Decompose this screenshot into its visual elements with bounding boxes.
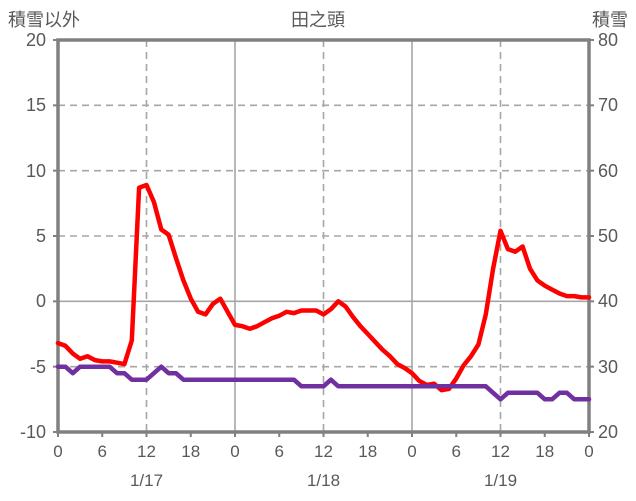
left-axis-tick-label: -10 — [19, 422, 46, 442]
series-line-snow — [55, 364, 592, 402]
x-axis-date-label: 1/18 — [306, 471, 341, 490]
x-axis-hour-label: 6 — [451, 442, 461, 461]
left-axis-title: 積雪以外 — [8, 10, 80, 30]
series-line-other — [55, 182, 592, 393]
x-axis-hour-label: 0 — [230, 442, 240, 461]
plot-border — [56, 38, 591, 434]
right-axis-tick-label: 50 — [598, 226, 619, 246]
left-axis-tick-label: 5 — [35, 226, 46, 246]
x-axis-hour-label: 0 — [53, 442, 63, 461]
x-axis-hour-label: 18 — [535, 442, 555, 461]
right-axis-title: 積雪 — [592, 10, 628, 30]
right-axis-tick-label: 40 — [598, 291, 619, 312]
x-axis-hour-label: 0 — [407, 442, 417, 461]
x-axis-hour-label: 12 — [491, 442, 510, 461]
right-axis-tick-label: 20 — [598, 422, 619, 442]
left-axis-tick-label: 0 — [35, 291, 46, 312]
x-axis-date-label: 1/17 — [129, 471, 164, 490]
x-axis-hour-label: 12 — [137, 442, 156, 461]
right-axis-tick-label: 30 — [598, 356, 619, 377]
x-axis-hour-label: 0 — [584, 442, 594, 461]
left-axis-tick-label: 20 — [25, 30, 46, 50]
x-axis-hour-label: 12 — [314, 442, 333, 461]
right-axis-tick-label: 60 — [598, 160, 619, 181]
right-axis-tick-label: 80 — [598, 30, 619, 50]
chart-title: 田之頭 — [291, 10, 345, 30]
x-axis-hour-label: 18 — [181, 442, 201, 461]
left-axis-tick-label: 10 — [25, 160, 46, 181]
left-axis-tick-label: 15 — [25, 95, 46, 116]
x-axis-hour-label: 6 — [274, 442, 284, 461]
x-axis-hour-label: 6 — [97, 442, 107, 461]
x-axis-date-label: 1/19 — [483, 471, 518, 490]
right-axis-tick-label: 70 — [598, 95, 619, 116]
x-axis-hour-label: 18 — [358, 442, 378, 461]
left-axis-tick-label: -5 — [29, 356, 46, 377]
